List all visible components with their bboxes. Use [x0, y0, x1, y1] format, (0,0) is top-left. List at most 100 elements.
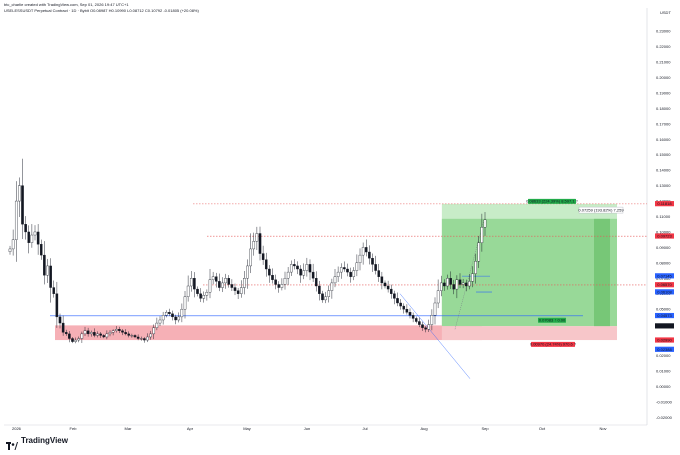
- candle: [127, 333, 131, 336]
- candle: [308, 264, 312, 273]
- candle: [371, 258, 374, 265]
- candle: [205, 292, 209, 296]
- candle: [68, 333, 71, 339]
- candle: [83, 330, 87, 335]
- price-label-bg: [655, 312, 674, 319]
- candle: [227, 278, 231, 285]
- candle: [171, 313, 174, 318]
- author-line: btc_charlie created with TradingView.com…: [4, 2, 129, 7]
- candle: [61, 322, 65, 333]
- y-tick-label: -0.02000: [656, 415, 673, 420]
- candle: [224, 278, 227, 284]
- candle: [18, 185, 21, 202]
- entry-badge: 0.07083 ↑ 0.00: [539, 318, 566, 323]
- y-tick-label: 0.14000: [656, 168, 671, 173]
- candle: [421, 324, 424, 328]
- y-tick-label: 0.09000: [656, 245, 671, 250]
- candle: [124, 332, 127, 335]
- candle: [474, 261, 477, 274]
- candle: [283, 278, 287, 285]
- candle: [43, 254, 46, 276]
- candle: [196, 288, 199, 294]
- y-tick-label: 0.08000: [656, 260, 671, 265]
- candle: [464, 282, 468, 287]
- price-label: 0.06108: [657, 289, 672, 294]
- candle: [186, 285, 190, 297]
- price-label: 0.06570: [657, 282, 672, 287]
- chart-header: btc_charlie created with TradingView.com…: [4, 2, 604, 14]
- candle: [396, 298, 399, 304]
- price-label: 0.07145: [657, 273, 672, 278]
- stop-badge: 0.00970 (24.74%) 970.6 ?: [530, 342, 577, 347]
- candle: [11, 239, 15, 250]
- candle: [358, 254, 362, 264]
- candle: [318, 285, 321, 294]
- candle: [183, 296, 187, 310]
- candle: [449, 278, 452, 285]
- candle: [289, 264, 293, 273]
- tradingview-brand: TradingView: [21, 436, 68, 445]
- candle: [389, 288, 393, 294]
- x-tick-label: 2026: [12, 426, 22, 431]
- candle: [202, 295, 206, 299]
- price-label-bg: [655, 282, 674, 288]
- candle: [302, 270, 306, 276]
- y-tick-label: 0.10000: [656, 229, 671, 234]
- candle: [443, 282, 446, 287]
- candle: [321, 293, 324, 301]
- candle: [333, 276, 337, 284]
- loss-zone: [441, 326, 617, 341]
- candle: [136, 336, 140, 339]
- price-label-bg: [655, 323, 674, 329]
- candle: [427, 324, 431, 330]
- y-tick-label: 0.02000: [656, 353, 671, 358]
- candle: [436, 290, 440, 304]
- candle: [36, 231, 40, 245]
- candle: [380, 276, 384, 284]
- candle: [458, 279, 462, 285]
- candle: [118, 329, 121, 331]
- x-tick-label: May: [243, 426, 251, 431]
- candle: [305, 264, 309, 271]
- stop-badge-bg: [531, 341, 575, 347]
- candle: [271, 275, 274, 280]
- candle: [152, 327, 156, 335]
- x-tick-label: Oct: [539, 426, 546, 431]
- candle: [174, 316, 177, 321]
- entry-badge-bg: [538, 317, 566, 323]
- candle: [414, 318, 418, 322]
- candle: [49, 265, 52, 288]
- candle: [14, 200, 18, 240]
- candle: [64, 332, 68, 335]
- candle: [236, 290, 240, 294]
- candle: [161, 315, 165, 321]
- candle: [143, 338, 146, 341]
- tradingview-logo: TradingView: [6, 436, 68, 450]
- candle: [8, 248, 12, 252]
- candle: [177, 316, 181, 321]
- candle: [461, 282, 465, 285]
- candle: [71, 338, 74, 342]
- candle: [46, 265, 49, 276]
- candle: [386, 285, 390, 290]
- candle: [52, 287, 56, 294]
- candle: [314, 278, 318, 287]
- candle: [258, 233, 262, 254]
- candle: [393, 293, 396, 299]
- x-tick-label: Jun: [304, 426, 310, 431]
- y-tick-label: 0.18000: [656, 106, 671, 111]
- price-label-bg: [655, 289, 674, 295]
- candle: [146, 336, 149, 341]
- candle: [193, 278, 196, 290]
- candle: [280, 284, 284, 288]
- candle: [433, 302, 437, 316]
- candle: [411, 315, 415, 319]
- candle: [218, 281, 221, 288]
- candle: [27, 231, 31, 243]
- y-axis-unit: USDT: [660, 10, 671, 15]
- price-label: 0.02388: [657, 347, 672, 352]
- y-tick-label: 0.20000: [656, 75, 671, 80]
- y-tick-label: 0.22000: [656, 44, 671, 49]
- candle: [330, 282, 334, 291]
